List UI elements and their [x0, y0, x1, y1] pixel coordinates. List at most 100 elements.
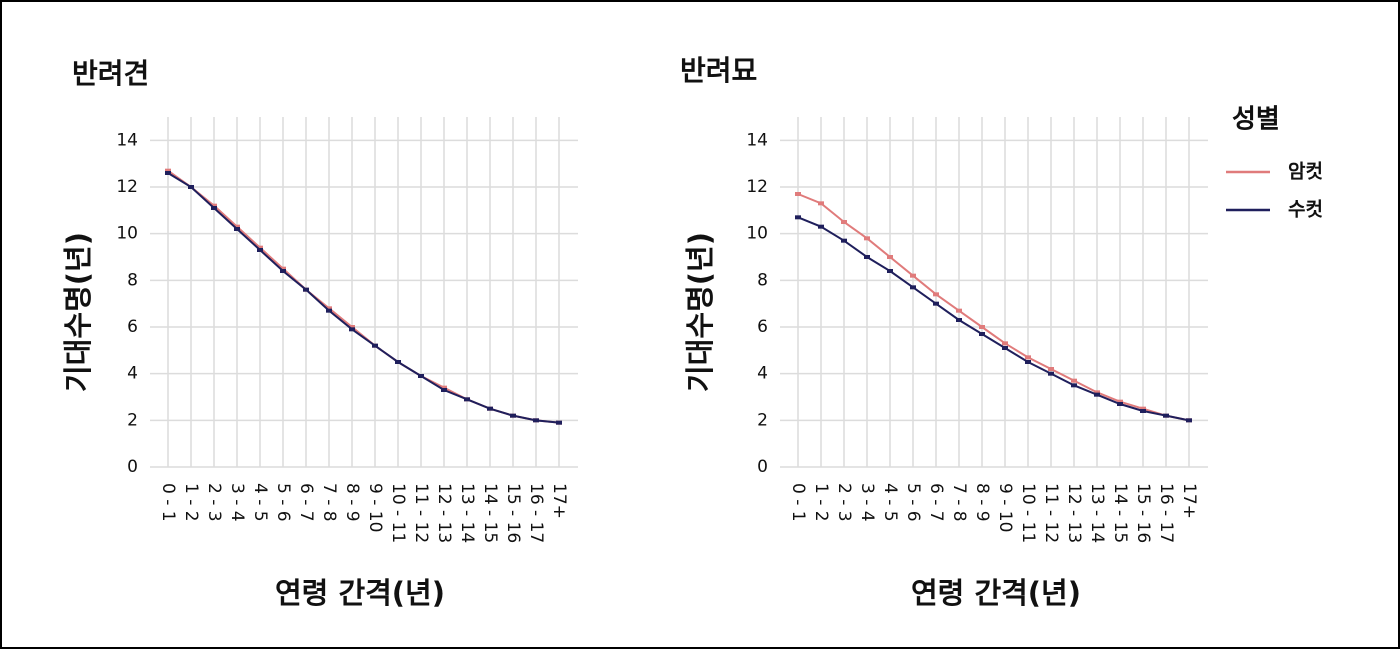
point-marker	[234, 227, 240, 231]
point-marker	[1048, 367, 1054, 371]
x-tick-label: 6 - 7	[296, 483, 316, 522]
y-tick-label: 6	[127, 317, 138, 337]
x-tick-label: 3 - 4	[227, 483, 247, 522]
point-marker	[349, 325, 355, 329]
point-marker	[887, 269, 893, 273]
point-marker	[165, 168, 171, 173]
x-tick-label: 14 - 15	[1110, 483, 1130, 543]
point-marker	[1117, 399, 1123, 404]
point-marker	[864, 236, 870, 241]
x-tick-label: 5 - 6	[273, 483, 293, 522]
point-marker	[1025, 355, 1031, 360]
point-marker	[165, 171, 171, 175]
point-marker	[257, 248, 263, 252]
point-marker	[441, 385, 447, 390]
x-tick-label: 17+	[549, 483, 569, 519]
point-marker	[280, 266, 286, 271]
point-marker	[1002, 346, 1008, 350]
point-marker	[349, 327, 355, 332]
point-marker	[979, 332, 985, 336]
point-marker	[818, 201, 824, 206]
point-marker	[1094, 392, 1100, 397]
x-tick-label: 16 - 17	[1156, 483, 1176, 543]
x-tick-label: 15 - 16	[503, 483, 523, 543]
chart-title: 반려견	[72, 57, 149, 90]
x-tick-label: 8 - 9	[342, 483, 362, 522]
legend-label: 수컷	[1288, 199, 1323, 221]
point-marker	[303, 287, 309, 292]
x-tick-label: 0 - 1	[158, 483, 178, 522]
point-marker	[510, 413, 516, 418]
point-marker	[956, 308, 962, 313]
point-marker	[1140, 406, 1146, 411]
x-axis-label: 연령 간격(년)	[275, 576, 445, 610]
y-tick-label: 2	[127, 410, 138, 430]
point-marker	[1071, 378, 1077, 383]
point-marker	[257, 245, 263, 250]
x-tick-label: 9 - 10	[995, 483, 1015, 532]
x-tick-label: 7 - 8	[949, 483, 969, 522]
x-tick-label: 11 - 12	[1041, 483, 1061, 543]
x-tick-label: 16 - 17	[526, 483, 546, 543]
point-marker	[441, 388, 447, 392]
point-marker	[395, 360, 401, 364]
point-marker	[556, 420, 562, 425]
point-marker	[280, 269, 286, 273]
y-tick-label: 8	[757, 270, 768, 290]
y-tick-label: 2	[757, 410, 768, 430]
point-marker	[1002, 341, 1008, 346]
point-marker	[211, 206, 217, 210]
x-tick-label: 8 - 9	[972, 483, 992, 522]
x-tick-label: 1 - 2	[811, 483, 831, 522]
y-tick-label: 10	[116, 224, 138, 244]
x-tick-label: 15 - 16	[1133, 483, 1153, 543]
x-tick-label: 13 - 14	[1087, 483, 1107, 543]
point-marker	[864, 255, 870, 259]
x-tick-label: 3 - 4	[857, 483, 877, 522]
x-tick-label: 10 - 11	[388, 483, 408, 543]
y-tick-label: 10	[746, 224, 768, 244]
y-tick-label: 14	[116, 130, 138, 150]
y-tick-label: 6	[757, 317, 768, 337]
legend-title: 성별	[1232, 105, 1280, 135]
point-marker	[979, 325, 985, 329]
point-marker	[1071, 383, 1077, 388]
x-tick-label: 11 - 12	[411, 483, 431, 543]
point-marker	[326, 306, 332, 311]
point-marker	[464, 397, 470, 402]
x-tick-label: 12 - 13	[434, 483, 454, 543]
y-axis-label: 기대수명(년)	[61, 232, 95, 392]
x-tick-label: 14 - 15	[480, 483, 500, 543]
x-tick-label: 2 - 3	[204, 483, 224, 522]
x-tick-label: 7 - 8	[319, 483, 339, 522]
y-axis-label: 기대수명(년)	[683, 232, 717, 392]
x-tick-label: 17+	[1179, 483, 1199, 519]
chart-title: 반려묘	[680, 54, 757, 87]
x-tick-label: 0 - 1	[788, 483, 808, 522]
point-marker	[234, 224, 240, 229]
point-marker	[795, 192, 801, 196]
point-marker	[1048, 371, 1054, 376]
x-tick-label: 5 - 6	[903, 483, 923, 522]
point-marker	[211, 203, 217, 208]
x-tick-label: 1 - 2	[181, 483, 201, 522]
x-tick-label: 13 - 14	[457, 483, 477, 543]
y-tick-label: 4	[757, 364, 768, 384]
point-marker	[795, 215, 801, 220]
y-tick-label: 0	[127, 457, 138, 477]
point-marker	[1140, 409, 1146, 413]
x-tick-label: 9 - 10	[365, 483, 385, 532]
series-line	[797, 216, 1190, 422]
point-marker	[956, 318, 962, 322]
x-tick-label: 4 - 5	[880, 483, 900, 522]
x-tick-label: 6 - 7	[926, 483, 946, 522]
series-line	[167, 172, 560, 424]
y-tick-label: 8	[127, 270, 138, 290]
point-marker	[841, 220, 847, 224]
y-tick-label: 0	[757, 457, 768, 477]
x-axis-label: 연령 간격(년)	[911, 576, 1081, 610]
point-marker	[933, 301, 939, 306]
y-tick-label: 12	[116, 177, 138, 197]
